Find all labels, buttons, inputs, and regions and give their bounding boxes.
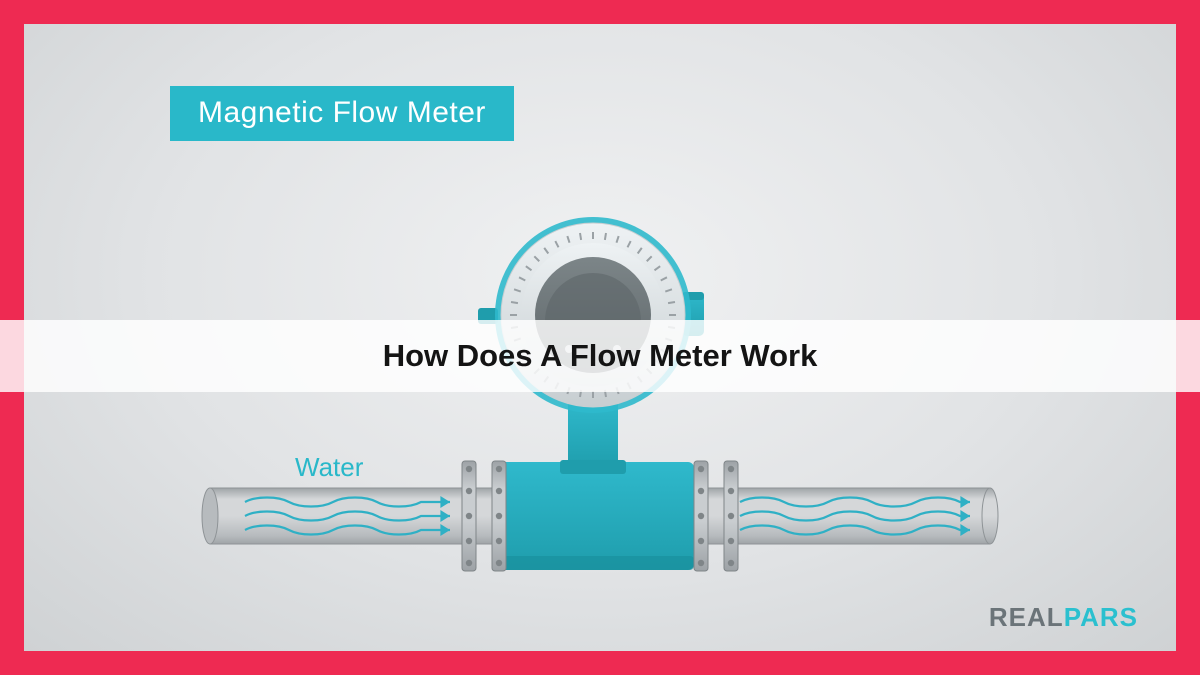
brand-logo: REALPARS: [989, 602, 1138, 633]
title-badge: Magnetic Flow Meter: [170, 86, 514, 141]
brand-part1: REAL: [989, 602, 1064, 632]
brand-part2: PARS: [1064, 602, 1138, 632]
flowmeter-diagram: [150, 200, 1050, 600]
overlay-band: How Does A Flow Meter Work: [0, 320, 1200, 392]
title-badge-text: Magnetic Flow Meter: [198, 96, 486, 129]
fluid-label: Water: [295, 452, 363, 483]
overlay-text: How Does A Flow Meter Work: [383, 338, 818, 374]
frame: Magnetic Flow Meter Water How Does A Flo…: [0, 0, 1200, 675]
